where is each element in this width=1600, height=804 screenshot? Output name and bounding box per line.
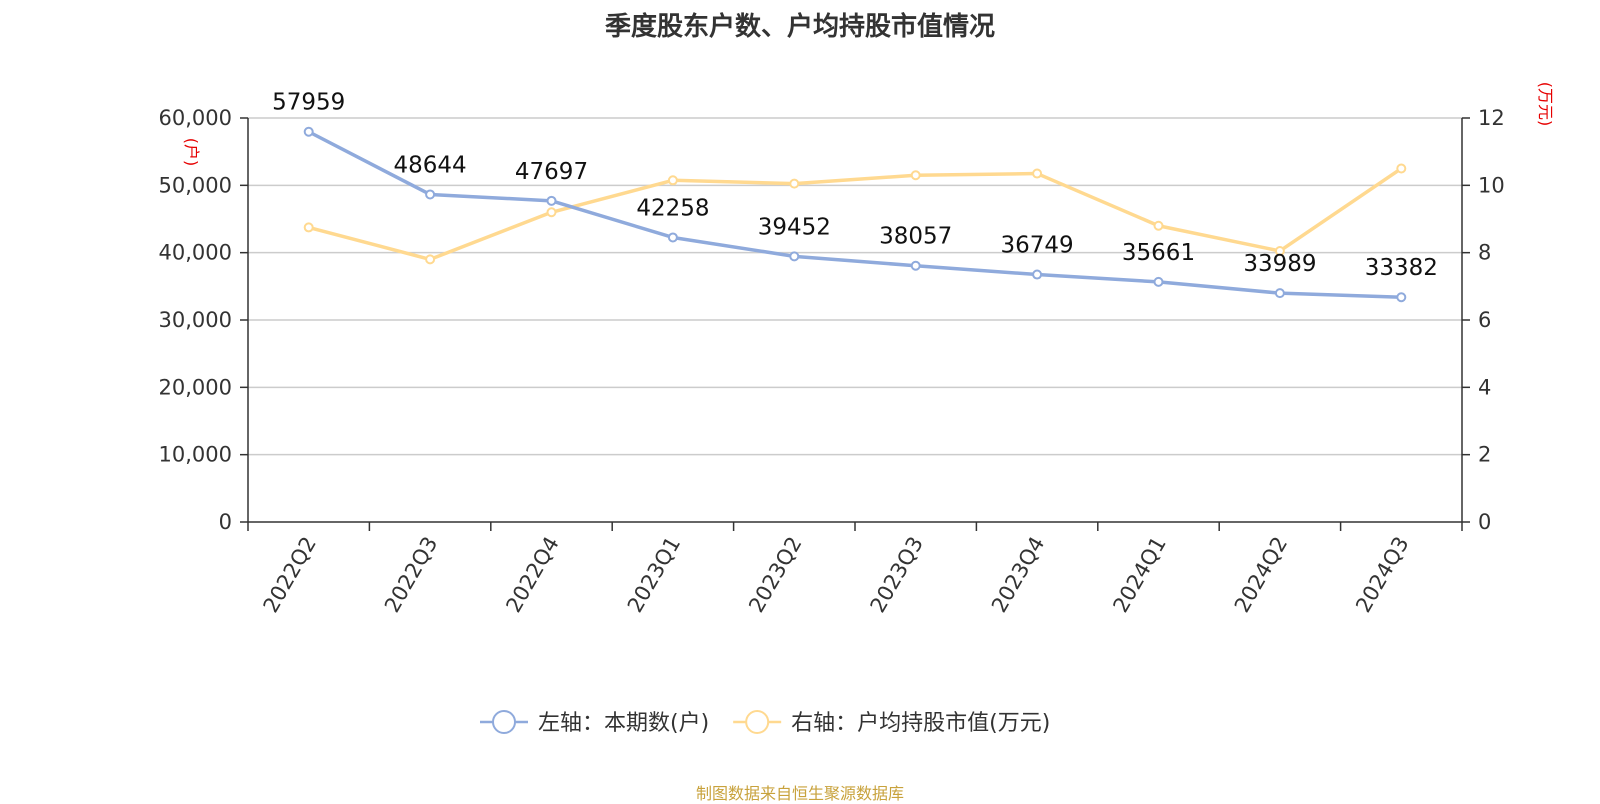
left-axis-tick-label: 40,000: [159, 241, 232, 265]
series-lines: [307, 130, 1403, 299]
data-label: 35661: [1122, 240, 1195, 266]
data-point: [546, 195, 557, 206]
left-axis-tick-label: 30,000: [159, 308, 232, 332]
source-note: 制图数据来自恒生聚源数据库: [695, 784, 904, 803]
x-axis-tick-label: 2024Q1: [1108, 533, 1170, 617]
data-point: [789, 178, 800, 189]
legend-marker: [492, 710, 516, 734]
data-label: 47697: [515, 159, 588, 185]
series-line: [307, 130, 1402, 299]
data-point: [425, 189, 436, 200]
data-label: 36749: [1001, 233, 1074, 259]
data-point: [1396, 292, 1407, 303]
x-axis-tick-label: 2022Q2: [259, 533, 321, 617]
data-point: [546, 207, 557, 218]
data-point: [303, 126, 314, 137]
right-axis-tick-label: 2: [1478, 443, 1491, 467]
data-point: [667, 232, 678, 243]
x-axis-tick-label: 2024Q3: [1351, 533, 1413, 617]
x-axis-tick-label: 2024Q2: [1230, 533, 1292, 617]
data-point: [303, 222, 314, 233]
data-point: [1032, 269, 1043, 280]
left-axis-unit: (户): [182, 138, 201, 167]
series-line: [308, 167, 1403, 262]
right-axis-tick-label: 10: [1478, 173, 1505, 197]
legend-item[interactable]: 左轴：本期数(户): [480, 710, 709, 736]
data-label: 39452: [758, 214, 831, 240]
right-axis-tick-label: 8: [1478, 241, 1491, 265]
data-point: [1153, 220, 1164, 231]
data-point: [910, 260, 921, 271]
right-axis-unit: (万元): [1536, 82, 1555, 127]
data-point: [910, 170, 921, 181]
x-axis-tick-label: 2022Q3: [380, 533, 442, 617]
left-axis-tick-label: 0: [219, 510, 232, 534]
data-point: [1274, 288, 1285, 299]
data-label: 33989: [1243, 251, 1316, 277]
data-point: [667, 175, 678, 186]
data-label: 57959: [272, 90, 345, 116]
left-axis-tick-label: 20,000: [159, 375, 232, 399]
right-axis-tick-label: 6: [1478, 308, 1491, 332]
legend-marker: [745, 710, 770, 734]
data-point: [789, 251, 800, 262]
data-point: [425, 254, 436, 265]
left-axis-tick-label: 10,000: [159, 443, 232, 467]
right-axis-tick-label: 12: [1478, 106, 1505, 130]
data-label: 33382: [1365, 255, 1438, 281]
x-axis-tick-label: 2023Q4: [987, 533, 1049, 617]
x-axis-tick-label: 2022Q4: [501, 533, 563, 617]
data-point: [1153, 276, 1164, 287]
series-points: [303, 126, 1407, 303]
right-axis-tick-label: 0: [1478, 510, 1491, 534]
data-point: [1274, 245, 1285, 256]
right-axis-tick-label: 4: [1478, 375, 1491, 399]
left-axis-tick-label: 50,000: [159, 173, 232, 197]
legend-label: 右轴：户均持股市值(万元): [791, 711, 1050, 736]
left-axis-tick-label: 60,000: [159, 106, 232, 130]
data-label: 38057: [879, 224, 952, 250]
legend-label: 左轴：本期数(户): [538, 711, 709, 736]
data-point: [1396, 163, 1407, 174]
legend[interactable]: 左轴：本期数(户) 右轴：户均持股市值(万元): [480, 710, 1050, 736]
x-axis-tick-label: 2023Q2: [744, 533, 806, 617]
data-point: [1032, 168, 1043, 179]
data-label: 48644: [394, 152, 467, 178]
chart-title: 季度股东户数、户均持股市值情况: [604, 12, 995, 42]
legend-item[interactable]: 右轴：户均持股市值(万元): [733, 710, 1050, 736]
data-label: 42258: [636, 195, 709, 221]
x-axis-tick-label: 2023Q3: [866, 533, 928, 617]
x-axis-tick-label: 2023Q1: [623, 533, 685, 617]
data-labels: 57959 48644 47697 42258 39452 38057 36749 35661…: [272, 90, 1438, 281]
